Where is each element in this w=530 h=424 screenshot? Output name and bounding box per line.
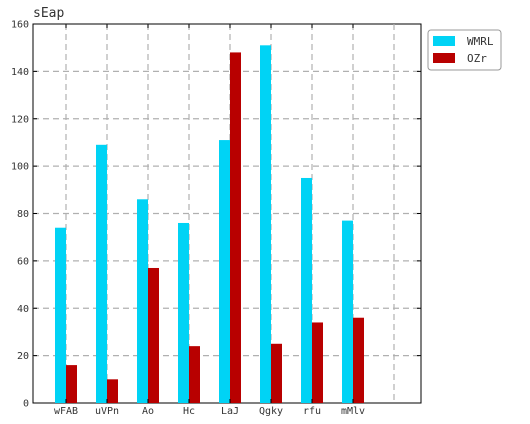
bar-WMRL-Ao[interactable] xyxy=(137,199,148,403)
y-tick-label: 100 xyxy=(11,162,29,173)
y-axis: 0 20 40 60 80 100 120 140 160 xyxy=(11,20,421,410)
y-tick-label: 40 xyxy=(17,304,29,315)
y-tick-label: 0 xyxy=(23,399,29,410)
x-tick-label: uVPn xyxy=(95,406,119,417)
legend-label-WMRL: WMRL xyxy=(467,35,494,48)
y-tick-label: 120 xyxy=(11,114,29,125)
bar-OZr-LaJ[interactable] xyxy=(230,52,241,404)
x-axis: wFAB uVPn Ao Hc LaJ Qgky rfu mMlv xyxy=(54,24,365,417)
chart-title: sEap xyxy=(33,6,64,21)
bar-WMRL-mMlv[interactable] xyxy=(342,220,353,403)
legend-swatch-WMRL xyxy=(433,36,455,46)
x-tick-label: LaJ xyxy=(221,406,239,417)
x-tick-label: wFAB xyxy=(54,406,78,417)
bar-WMRL-LaJ[interactable] xyxy=(219,140,230,403)
y-tick-label: 60 xyxy=(17,256,29,267)
bar-WMRL-Qgky[interactable] xyxy=(260,45,271,403)
x-tick-label: Ao xyxy=(142,406,154,417)
y-tick-label: 140 xyxy=(11,67,29,78)
x-tick-label: mMlv xyxy=(341,406,365,417)
bar-OZr-mMlv[interactable] xyxy=(353,317,364,403)
x-tick-label: rfu xyxy=(303,406,321,417)
bar-OZr-Qgky[interactable] xyxy=(271,343,282,403)
legend[interactable]: WMRL OZr xyxy=(427,29,502,71)
bar-WMRL-rfu[interactable] xyxy=(301,177,312,403)
x-tick-label: Hc xyxy=(183,406,195,417)
bar-OZr-uVPn[interactable] xyxy=(107,379,118,403)
y-tick-label: 20 xyxy=(17,351,29,362)
legend-label-OZr: OZr xyxy=(467,52,487,65)
bar-WMRL-uVPn[interactable] xyxy=(96,144,107,403)
bar-OZr-rfu[interactable] xyxy=(312,322,323,403)
bar-WMRL-wFAB[interactable] xyxy=(55,227,66,403)
x-tick-label: Qgky xyxy=(259,406,283,417)
bar-OZr-wFAB[interactable] xyxy=(66,365,77,403)
bar-WMRL-Hc[interactable] xyxy=(178,222,189,403)
y-tick-label: 80 xyxy=(17,209,29,220)
bar-OZr-Hc[interactable] xyxy=(189,346,200,403)
y-tick-label: 160 xyxy=(11,20,29,31)
bars xyxy=(55,45,364,404)
bar-OZr-Ao[interactable] xyxy=(148,267,159,403)
legend-swatch-OZr xyxy=(433,53,455,63)
